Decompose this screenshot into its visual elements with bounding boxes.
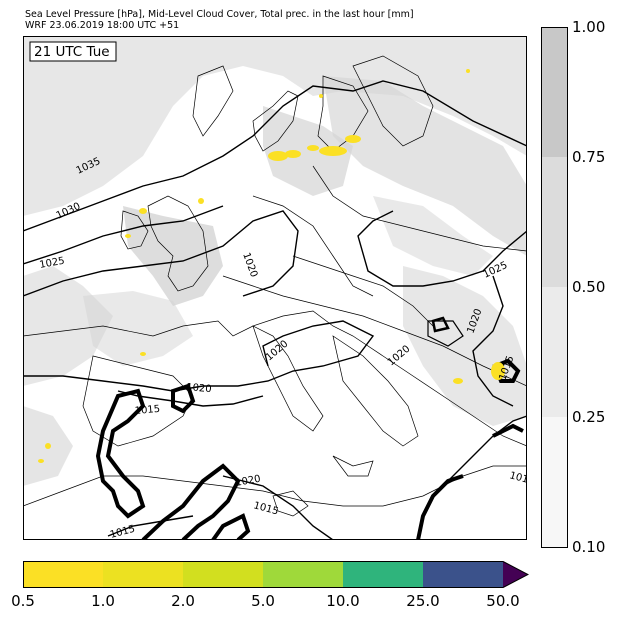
cloud-cbar-tick: 0.75	[572, 148, 606, 166]
svg-text:101: 101	[508, 470, 527, 486]
model-run-info: WRF 23.06.2019 18:00 UTC +51	[25, 20, 180, 31]
precip-cbar-tick: 0.5	[11, 592, 35, 610]
svg-text:1020: 1020	[235, 474, 262, 489]
precip-cbar-tick: 25.0	[406, 592, 440, 610]
precip-cbar-extend-arrow	[503, 561, 528, 588]
cloud-cbar-tick: 0.10	[572, 538, 606, 556]
time-label: 21 UTC Tue	[34, 44, 110, 60]
svg-text:1025: 1025	[39, 256, 66, 271]
cloud-cover-colorbar	[541, 27, 568, 548]
precip-cbar-tick: 2.0	[171, 592, 195, 610]
svg-text:1015: 1015	[134, 404, 160, 417]
precip-cbar-segment-1	[23, 561, 103, 588]
precipitation-layer	[38, 69, 505, 463]
cloud-cbar-segment-3	[541, 287, 568, 417]
precip-cbar-segment-6	[423, 561, 503, 588]
precip-cbar-tick: 1.0	[91, 592, 115, 610]
isobars	[23, 80, 527, 540]
precip-cbar-tick: 5.0	[251, 592, 275, 610]
precipitation-colorbar	[23, 561, 529, 588]
cloud-cbar-segment-1	[541, 27, 568, 157]
svg-text:1015: 1015	[109, 524, 136, 540]
time-label-box	[29, 41, 117, 62]
precip-cbar-segment-3	[183, 561, 263, 588]
cloud-cbar-tick: 0.50	[572, 278, 606, 296]
precip-cbar-segment-2	[103, 561, 183, 588]
svg-text:1020: 1020	[186, 382, 212, 395]
isobars-thick	[95, 316, 524, 540]
weather-map: 1035 1030 1025 1025 1020 1020 1020 1020 …	[23, 36, 527, 540]
cloud-cbar-segment-4	[541, 417, 568, 548]
cloud-cbar-tick: 1.00	[572, 18, 606, 36]
precip-cbar-segment-4	[263, 561, 343, 588]
cloud-cbar-segment-2	[541, 157, 568, 287]
precip-cbar-segment-5	[343, 561, 423, 588]
precip-cbar-tick: 50.0	[486, 592, 520, 610]
chart-title: Sea Level Pressure [hPa], Mid-Level Clou…	[25, 9, 414, 20]
cloud-cover-layer	[23, 36, 527, 486]
cloud-cbar-tick: 0.25	[572, 408, 606, 426]
precip-cbar-tick: 10.0	[326, 592, 360, 610]
